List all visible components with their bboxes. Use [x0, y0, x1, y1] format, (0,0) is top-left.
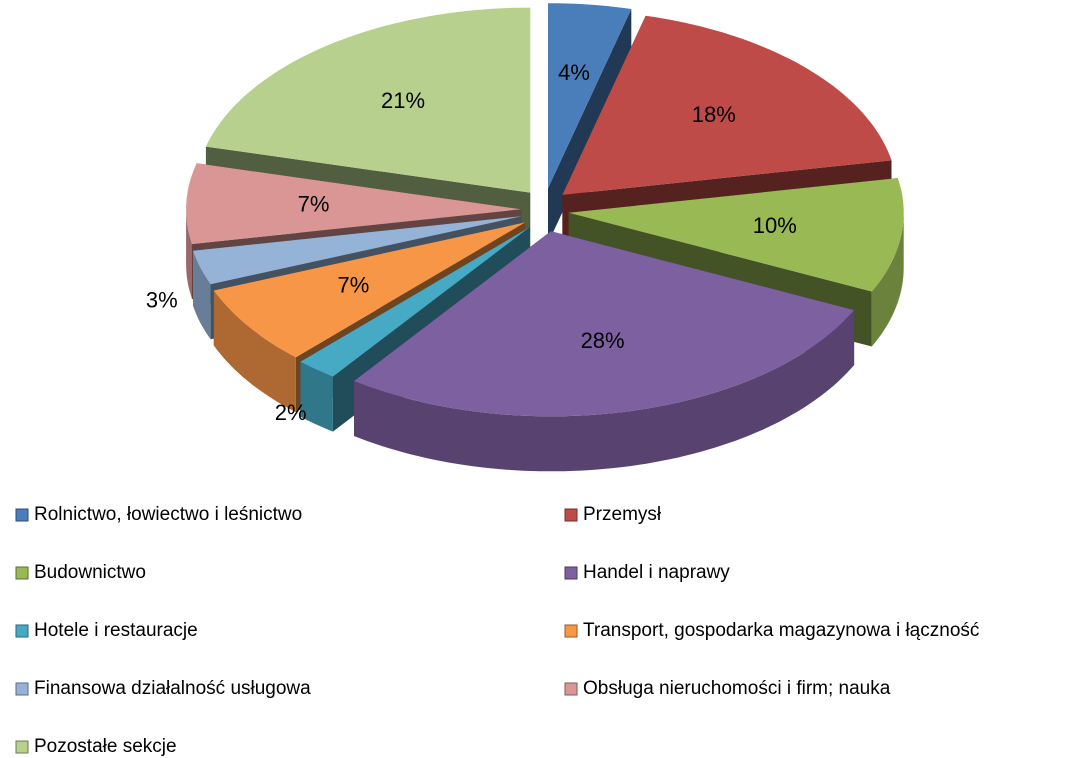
slice [562, 15, 892, 195]
data-label: 7% [338, 273, 370, 298]
legend-label: Budownictwo [34, 562, 146, 583]
legend-swatch [564, 624, 578, 638]
slice-wall [300, 361, 333, 432]
data-label: 2% [275, 400, 307, 425]
legend-label: Obsługa nieruchomości i firm; nauka [583, 678, 891, 699]
slice-wall [186, 209, 192, 299]
pie: 4% 18% 10% 28% 2% 7% 3% 7% 21% [146, 3, 904, 472]
legend-swatch [15, 508, 29, 522]
slice [568, 178, 904, 292]
data-label: 18% [692, 102, 736, 127]
legend-label: Rolnictwo, łowiectwo i leśnictwo [34, 504, 302, 525]
legend-label: Finansowa działalność usługowa [34, 678, 311, 699]
legend-swatch [15, 682, 29, 696]
slice-wall [871, 212, 904, 347]
slice [354, 231, 855, 417]
data-label: 3% [146, 287, 178, 312]
slice-side [300, 227, 530, 417]
legend-swatch [15, 624, 29, 638]
slice [193, 216, 522, 285]
legend-swatch [15, 566, 29, 580]
legend-swatch [564, 566, 578, 580]
slice-wall [193, 250, 211, 340]
slice [213, 222, 526, 358]
slice [548, 3, 632, 189]
slice [205, 7, 531, 193]
data-label: 10% [753, 213, 797, 238]
slice [186, 163, 522, 244]
legend-label: Hotele i restauracje [34, 620, 198, 641]
legend: Rolnictwo, łowiectwo i leśnictwo Przemysł… [15, 504, 979, 757]
slice-wall [354, 310, 855, 472]
legend-swatch [15, 740, 29, 754]
legend-swatch [564, 682, 578, 696]
data-label: 28% [581, 328, 625, 353]
data-label: 4% [558, 60, 590, 85]
legend-label: Przemysł [583, 504, 662, 525]
legend-label: Handel i naprawy [583, 562, 730, 583]
data-label: 21% [381, 88, 425, 113]
data-label: 7% [298, 192, 330, 217]
legend-label: Transport, gospodarka magazynowa i łączn… [583, 620, 979, 641]
slice-wall [213, 290, 296, 413]
slice [300, 227, 530, 377]
legend-swatch [564, 508, 578, 522]
legend-label: Pozostałe sekcje [34, 736, 177, 757]
